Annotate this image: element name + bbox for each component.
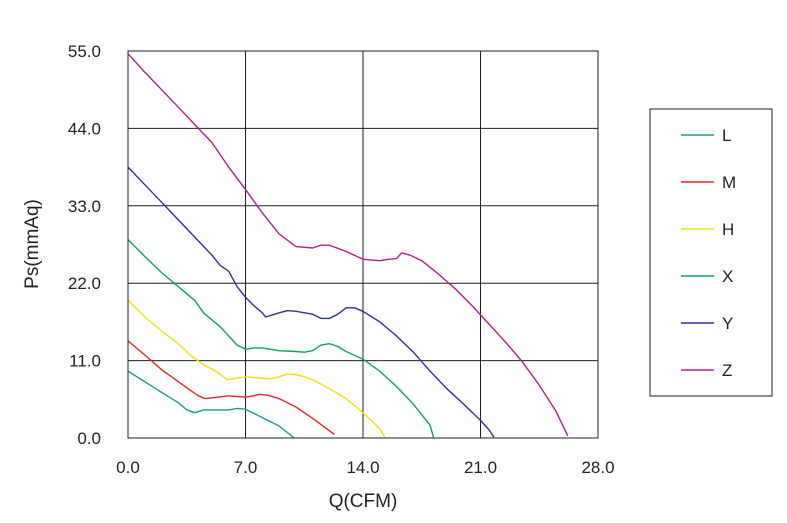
x-tick-label: 28.0 (581, 458, 614, 477)
legend: L M H X Y Z (649, 108, 773, 397)
x-tick-labels: 0.0 7.0 14.0 21.0 28.0 (116, 458, 614, 477)
legend-box (649, 108, 773, 397)
x-tick-label: 21.0 (464, 458, 497, 477)
plot-frame (127, 50, 599, 439)
y-tick-label: 0.0 (77, 429, 101, 448)
x-tick-label: 0.0 (116, 458, 140, 477)
legend-label-x: X (722, 267, 733, 286)
legend-label-z: Z (722, 361, 732, 380)
series-line-z (127, 53, 569, 437)
y-tick-label: 22.0 (68, 274, 101, 293)
series-line-m (127, 340, 335, 436)
series-line-l (127, 370, 295, 439)
y-tick-label: 11.0 (69, 352, 101, 371)
y-tick-label: 55.0 (68, 42, 101, 61)
x-tick-label: 14.0 (346, 458, 379, 477)
grid (128, 51, 598, 438)
legend-label-y: Y (722, 314, 733, 333)
y-tick-label: 44.0 (68, 119, 101, 138)
series-line-h (127, 299, 386, 438)
series-line-y (127, 166, 495, 438)
series-line-x (127, 239, 435, 438)
y-axis-title: Ps(mmAq) (22, 199, 43, 289)
series-lines (127, 53, 569, 439)
x-tick-label: 7.0 (234, 458, 258, 477)
legend-label-h: H (722, 220, 734, 239)
y-tick-labels: 0.0 11.0 22.0 33.0 44.0 55.0 (68, 42, 101, 448)
x-axis-title: Q(CFM) (329, 491, 398, 512)
y-tick-label: 33.0 (68, 197, 101, 216)
legend-label-l: L (722, 126, 731, 145)
legend-label-m: M (722, 173, 736, 192)
